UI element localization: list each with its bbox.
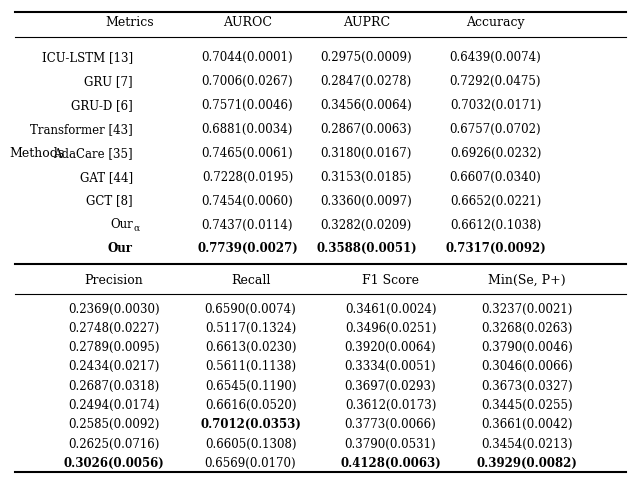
Text: 0.5117(0.1324): 0.5117(0.1324) (205, 321, 296, 334)
Text: 0.6607(0.0340): 0.6607(0.0340) (450, 170, 541, 183)
Text: 0.3237(0.0021): 0.3237(0.0021) (481, 302, 573, 315)
Text: Precision: Precision (84, 273, 143, 286)
Text: 0.7317(0.0092): 0.7317(0.0092) (445, 242, 546, 255)
Text: Recall: Recall (231, 273, 270, 286)
Text: Our: Our (108, 242, 133, 255)
Text: 0.3790(0.0046): 0.3790(0.0046) (481, 340, 573, 353)
Text: 0.3445(0.0255): 0.3445(0.0255) (481, 398, 573, 411)
Text: 0.3046(0.0066): 0.3046(0.0066) (481, 360, 573, 373)
Text: 0.3180(0.0167): 0.3180(0.0167) (321, 147, 412, 159)
Text: 0.2585(0.0092): 0.2585(0.0092) (68, 417, 159, 430)
Text: 0.7032(0.0171): 0.7032(0.0171) (450, 99, 541, 112)
Text: Methods: Methods (10, 147, 65, 159)
Text: GCT [8]: GCT [8] (86, 194, 133, 207)
Text: 0.3454(0.0213): 0.3454(0.0213) (481, 437, 573, 450)
Text: 0.2789(0.0095): 0.2789(0.0095) (68, 340, 159, 353)
Text: 0.3282(0.0209): 0.3282(0.0209) (321, 218, 412, 231)
Text: AUROC: AUROC (223, 16, 272, 29)
Text: 0.4128(0.0063): 0.4128(0.0063) (340, 456, 441, 469)
Text: 0.3920(0.0064): 0.3920(0.0064) (345, 340, 436, 353)
Text: 0.3360(0.0097): 0.3360(0.0097) (321, 194, 412, 207)
Text: 0.7739(0.0027): 0.7739(0.0027) (197, 242, 298, 255)
Text: ICU-LSTM [13]: ICU-LSTM [13] (42, 51, 133, 64)
Text: 0.7292(0.0475): 0.7292(0.0475) (450, 75, 541, 88)
Text: 0.2625(0.0716): 0.2625(0.0716) (68, 437, 159, 450)
Text: 0.6545(0.1190): 0.6545(0.1190) (205, 379, 296, 392)
Text: 0.3588(0.0051): 0.3588(0.0051) (316, 242, 417, 255)
Text: 0.2494(0.0174): 0.2494(0.0174) (68, 398, 159, 411)
Text: 0.7228(0.0195): 0.7228(0.0195) (202, 170, 293, 183)
Text: 0.6652(0.0221): 0.6652(0.0221) (450, 194, 541, 207)
Text: 0.2369(0.0030): 0.2369(0.0030) (68, 302, 159, 315)
Text: 0.3697(0.0293): 0.3697(0.0293) (345, 379, 436, 392)
Text: Our: Our (110, 218, 133, 231)
Text: 0.3661(0.0042): 0.3661(0.0042) (481, 417, 573, 430)
Text: 0.7571(0.0046): 0.7571(0.0046) (202, 99, 293, 112)
Text: Transformer [43]: Transformer [43] (30, 122, 133, 136)
Text: 0.2847(0.0278): 0.2847(0.0278) (321, 75, 412, 88)
Text: α: α (134, 223, 140, 232)
Text: 0.3612(0.0173): 0.3612(0.0173) (345, 398, 436, 411)
Text: 0.3026(0.0056): 0.3026(0.0056) (63, 456, 164, 469)
Text: 0.5611(0.1138): 0.5611(0.1138) (205, 360, 296, 373)
Text: GRU-D [6]: GRU-D [6] (71, 99, 133, 112)
Text: 0.3268(0.0263): 0.3268(0.0263) (481, 321, 573, 334)
Text: 0.6926(0.0232): 0.6926(0.0232) (450, 147, 541, 159)
Text: 0.3929(0.0082): 0.3929(0.0082) (477, 456, 578, 469)
Text: 0.2434(0.0217): 0.2434(0.0217) (68, 360, 159, 373)
Text: 0.2748(0.0227): 0.2748(0.0227) (68, 321, 159, 334)
Text: AdaCare [35]: AdaCare [35] (53, 147, 133, 159)
Text: 0.3790(0.0531): 0.3790(0.0531) (345, 437, 436, 450)
Text: 0.6881(0.0034): 0.6881(0.0034) (202, 122, 293, 136)
Text: 0.6613(0.0230): 0.6613(0.0230) (205, 340, 296, 353)
Text: 0.3456(0.0064): 0.3456(0.0064) (321, 99, 412, 112)
Text: GRU [7]: GRU [7] (84, 75, 133, 88)
Text: 0.7465(0.0061): 0.7465(0.0061) (202, 147, 293, 159)
Text: 0.6616(0.0520): 0.6616(0.0520) (205, 398, 296, 411)
Text: 0.6612(0.1038): 0.6612(0.1038) (450, 218, 541, 231)
Text: 0.7044(0.0001): 0.7044(0.0001) (202, 51, 293, 64)
Text: 0.3673(0.0327): 0.3673(0.0327) (481, 379, 573, 392)
Text: 0.7454(0.0060): 0.7454(0.0060) (202, 194, 293, 207)
Text: 0.6590(0.0074): 0.6590(0.0074) (205, 302, 296, 315)
Text: 0.2867(0.0063): 0.2867(0.0063) (321, 122, 412, 136)
Text: 0.3773(0.0066): 0.3773(0.0066) (344, 417, 436, 430)
Text: 0.6605(0.1308): 0.6605(0.1308) (205, 437, 296, 450)
Text: 0.7012(0.0353): 0.7012(0.0353) (200, 417, 301, 430)
Text: Metrics: Metrics (106, 16, 154, 29)
Text: F1 Score: F1 Score (362, 273, 419, 286)
Text: 0.6757(0.0702): 0.6757(0.0702) (450, 122, 541, 136)
Text: 0.3153(0.0185): 0.3153(0.0185) (321, 170, 412, 183)
Text: 0.7006(0.0267): 0.7006(0.0267) (202, 75, 293, 88)
Text: Accuracy: Accuracy (466, 16, 525, 29)
Text: 0.6569(0.0170): 0.6569(0.0170) (205, 456, 296, 469)
Text: 0.2687(0.0318): 0.2687(0.0318) (68, 379, 159, 392)
Text: 0.3334(0.0051): 0.3334(0.0051) (345, 360, 436, 373)
Text: AUPRC: AUPRC (343, 16, 390, 29)
Text: 0.7437(0.0114): 0.7437(0.0114) (202, 218, 293, 231)
Text: 0.6439(0.0074): 0.6439(0.0074) (450, 51, 541, 64)
Text: 0.2975(0.0009): 0.2975(0.0009) (321, 51, 412, 64)
Text: 0.3461(0.0024): 0.3461(0.0024) (345, 302, 436, 315)
Text: Min(Se, P+): Min(Se, P+) (488, 273, 566, 286)
Text: GAT [44]: GAT [44] (80, 170, 133, 183)
Text: 0.3496(0.0251): 0.3496(0.0251) (345, 321, 436, 334)
